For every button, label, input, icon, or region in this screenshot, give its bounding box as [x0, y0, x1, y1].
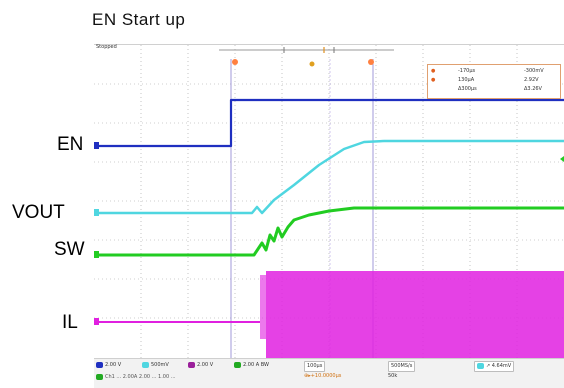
- channel-label-sw: SW: [54, 239, 85, 260]
- cursor-a-time: -170µs: [458, 68, 476, 74]
- measurement-row: Ch1 ... 2.00A 2.00 ... 1.00 ...: [96, 373, 176, 382]
- ch2-scale[interactable]: 500mV: [142, 361, 169, 370]
- il-trace: [94, 271, 564, 359]
- figure-title: EN Start up: [92, 10, 186, 29]
- ch2-marker: [94, 209, 99, 216]
- channel-label-il: IL: [62, 312, 78, 333]
- cursor-icon: ●: [431, 68, 436, 74]
- ch4-scale[interactable]: 2.00 A BW: [234, 361, 269, 370]
- cursor-b-value: 2.92V: [524, 77, 539, 83]
- trigger-marker: [309, 61, 315, 67]
- ch1-marker: [94, 142, 99, 149]
- record-length: 50k: [388, 373, 398, 379]
- sw-trace: [94, 206, 564, 257]
- cursor-icon: ●: [431, 77, 436, 83]
- waveform-display: [94, 45, 564, 359]
- vout-trace: [94, 139, 564, 215]
- trigger-position: ⊕▸+10.0000µs: [304, 373, 342, 379]
- cursor-b-time: 130µA: [458, 77, 475, 83]
- trigger-level[interactable]: ↗ 4.64mV: [474, 361, 515, 372]
- cursor-b-marker: [368, 59, 374, 65]
- channel-label-vout: VOUT: [12, 202, 65, 223]
- ch1-scale[interactable]: 2.00 V: [96, 361, 121, 370]
- channel-label-en: EN: [57, 134, 84, 155]
- ch3-scale[interactable]: 2.00 V: [188, 361, 213, 370]
- cursor-a-value: -300mV: [524, 68, 544, 74]
- timebase[interactable]: 100µs: [304, 361, 326, 372]
- en-trace: [94, 98, 564, 148]
- ch4-marker: [94, 318, 99, 325]
- cursor-readout: ● -170µs -300mV ● 130µA 2.92V Δ300µs Δ3.…: [427, 64, 561, 99]
- cursor-delta-time: Δ300µs: [458, 86, 477, 92]
- cursor-a-marker: [232, 59, 238, 65]
- ch3-marker: [94, 251, 99, 258]
- scope-status-bar: 2.00 V 500mV 2.00 V 2.00 A BW 100µs ⊕▸+1…: [94, 358, 564, 388]
- cursor-delta-value: Δ3.26V: [524, 86, 542, 92]
- trigger-level-marker: [560, 156, 564, 162]
- sample-rate[interactable]: 500MS/s: [388, 361, 416, 372]
- trigger-status: Stopped: [96, 44, 117, 50]
